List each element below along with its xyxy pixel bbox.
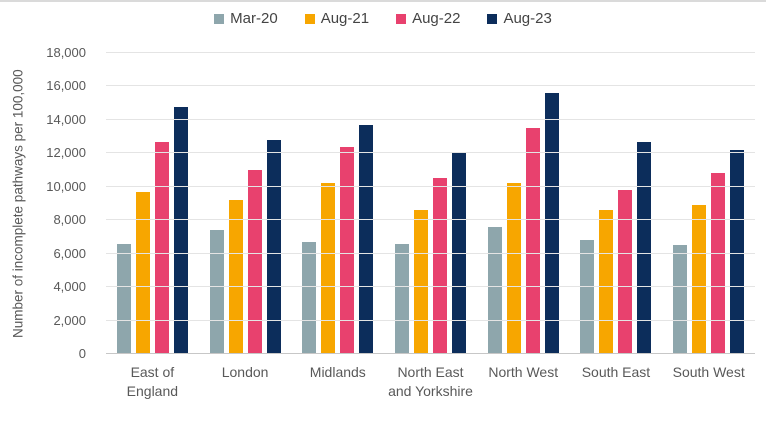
bar-group	[106, 53, 199, 354]
bar-aug-21	[506, 183, 521, 354]
bar-aug-21	[135, 191, 150, 354]
bar-group	[570, 53, 663, 354]
y-tick-label: 8,000	[53, 212, 86, 228]
bar-mar-20	[302, 241, 317, 354]
y-axis-labels: 0 2,000 4,000 6,000 8,000 10,000 12,000 14,000 1…	[0, 45, 86, 361]
legend-swatch-icon	[304, 13, 315, 24]
gridline	[106, 252, 755, 254]
bar-group	[477, 53, 570, 354]
bar-aug-23	[173, 106, 188, 354]
legend-item: Aug-22	[396, 10, 460, 27]
legend: Mar-20 Aug-21 Aug-22 Aug-23	[0, 10, 766, 27]
bar-aug-21	[321, 183, 336, 354]
gridline	[106, 85, 755, 87]
x-axis-label: East of England	[126, 364, 179, 399]
bar-aug-22	[433, 178, 448, 354]
bar-mar-20	[487, 226, 502, 354]
x-axis-label: London	[221, 364, 269, 380]
bar-aug-23	[730, 150, 745, 354]
bar-aug-23	[266, 139, 281, 354]
gridline	[106, 152, 755, 154]
bar-groups	[106, 53, 755, 354]
bar-aug-22	[247, 170, 262, 354]
legend-label: Aug-21	[320, 10, 370, 27]
bar-group	[384, 53, 477, 354]
legend-label: Aug-22	[412, 10, 461, 27]
y-tick-label: 18,000	[46, 45, 86, 60]
y-tick-label: 10,000	[46, 178, 86, 194]
bar-aug-23	[637, 141, 652, 354]
bar-aug-23	[359, 124, 374, 354]
bar-aug-22	[340, 146, 355, 354]
y-tick-label: 14,000	[46, 111, 86, 127]
gridline	[106, 286, 755, 288]
bar-aug-22	[154, 141, 169, 354]
gridline	[106, 185, 755, 187]
x-axis-label: North East and Yorkshire	[388, 364, 473, 399]
bar-group	[662, 53, 755, 354]
legend-label: Mar-20	[230, 10, 278, 27]
legend-item: Aug-21	[304, 10, 370, 27]
gridline	[106, 319, 755, 321]
bar-aug-22	[525, 128, 540, 354]
bar-group	[199, 53, 292, 354]
bar-aug-21	[692, 205, 707, 354]
gridline	[106, 52, 755, 53]
bar-mar-20	[580, 240, 595, 354]
bar-mar-20	[116, 243, 131, 354]
bar-aug-21	[228, 200, 243, 354]
x-axis-line	[106, 353, 755, 354]
bar-aug-22	[711, 173, 726, 354]
bar-mar-20	[209, 230, 224, 354]
x-axis-label: South East	[581, 364, 651, 380]
legend-item: Aug-23	[487, 10, 552, 27]
legend-label: Aug-23	[503, 10, 552, 27]
bar-aug-21	[414, 210, 429, 354]
gridline	[106, 118, 755, 120]
bar-aug-21	[599, 210, 614, 354]
bar-mar-20	[395, 243, 410, 354]
legend-swatch-icon	[396, 13, 407, 24]
y-tick-label: 2,000	[53, 312, 86, 328]
y-tick-label: 0	[78, 346, 86, 361]
bar-mar-20	[673, 245, 688, 354]
plot-area	[106, 52, 755, 354]
bar-group	[291, 53, 384, 354]
y-tick-label: 4,000	[53, 279, 86, 295]
gridline	[106, 219, 755, 221]
legend-swatch-icon	[214, 13, 225, 24]
y-tick-label: 16,000	[46, 78, 86, 94]
y-tick-label: 12,000	[46, 145, 86, 161]
legend-swatch-icon	[487, 13, 498, 24]
legend-item: Mar-20	[214, 10, 278, 27]
x-axis-label: South West	[672, 364, 745, 380]
bar-aug-23	[544, 93, 559, 354]
bar-aug-22	[618, 190, 633, 354]
x-axis-label: North West	[488, 364, 559, 380]
y-tick-label: 6,000	[53, 245, 86, 261]
x-axis-label: Midlands	[309, 364, 366, 380]
x-axis-labels: East of England London Midlands North East …	[106, 363, 755, 401]
